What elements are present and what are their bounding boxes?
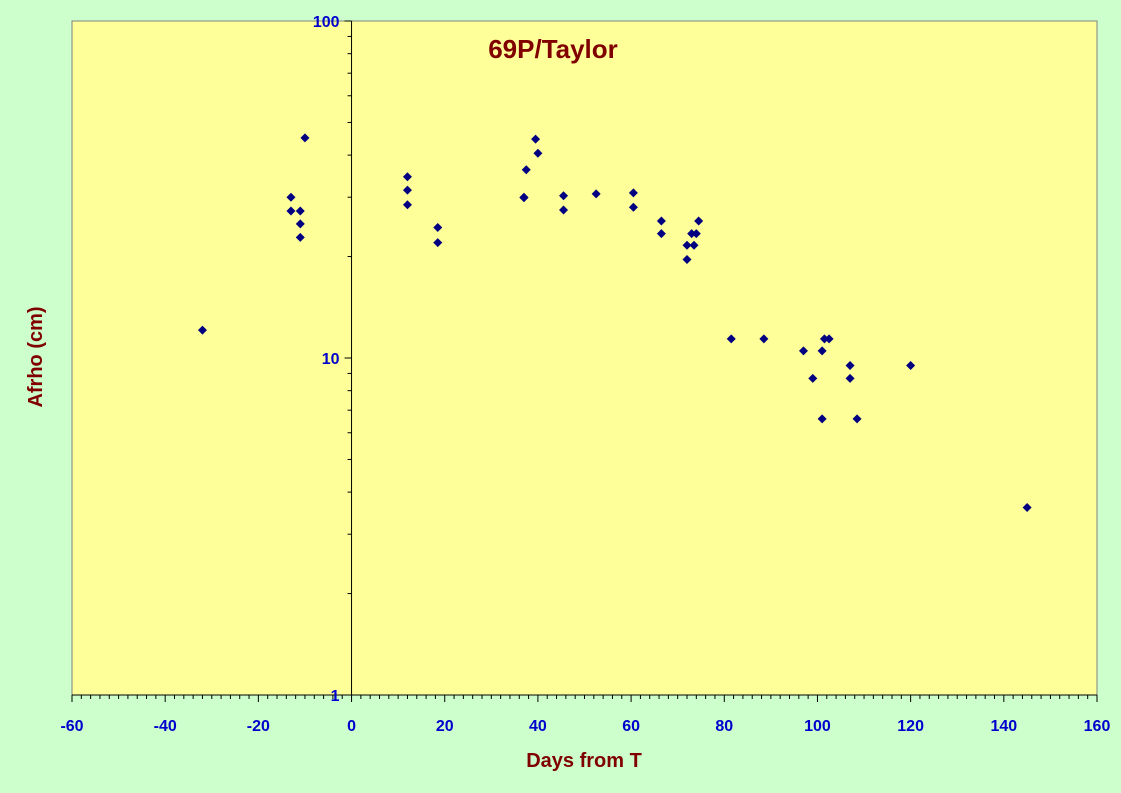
y-tick-label: 100 [313, 14, 340, 31]
x-tick-label: 120 [897, 718, 924, 735]
data-point [845, 373, 855, 383]
data-point [682, 240, 692, 250]
data-points [197, 133, 1032, 513]
data-point [433, 238, 443, 248]
data-point [824, 334, 834, 344]
data-point [1022, 503, 1032, 513]
data-point [402, 200, 412, 210]
plot-area [71, 20, 1098, 696]
data-point [628, 188, 638, 198]
data-point [286, 206, 296, 216]
y-tick-label: 1 [331, 688, 340, 705]
data-point [798, 346, 808, 356]
data-point [402, 185, 412, 195]
data-point [295, 206, 305, 216]
x-tick-label: 40 [529, 718, 547, 735]
x-tick-labels: -60 -40 -20 0 20 40 60 80 100 120 140 160 [60, 718, 1110, 735]
data-point [689, 240, 699, 250]
x-tick-label: 0 [347, 718, 356, 735]
data-point [286, 192, 296, 202]
x-tick-label: 140 [990, 718, 1017, 735]
data-point [559, 205, 569, 215]
x-tick-label: -20 [247, 718, 270, 735]
data-point [300, 133, 310, 143]
data-point [197, 325, 207, 335]
x-tick-label: 80 [715, 718, 733, 735]
x-axis-title: Days from T [526, 750, 642, 772]
data-point [759, 334, 769, 344]
data-point [295, 232, 305, 242]
data-point [533, 148, 543, 158]
data-point [628, 202, 638, 212]
x-tick-label: 160 [1084, 718, 1111, 735]
data-point [433, 222, 443, 232]
axes [71, 20, 1098, 702]
data-point [845, 361, 855, 371]
data-point [295, 219, 305, 229]
data-point [694, 216, 704, 226]
x-tick-label: 100 [804, 718, 831, 735]
data-point [691, 229, 701, 239]
y-axis-title: Afrho (cm) [25, 306, 47, 407]
data-point [682, 255, 692, 265]
data-point [817, 414, 827, 424]
data-point [906, 361, 916, 371]
y-tick-label: 10 [322, 351, 340, 368]
data-point [808, 373, 818, 383]
data-point [656, 229, 666, 239]
x-tick-label: 60 [622, 718, 640, 735]
data-point [559, 191, 569, 201]
data-point [531, 134, 541, 144]
y-tick-labels: 1 10 100 [313, 14, 340, 705]
data-point [817, 346, 827, 356]
data-point [591, 189, 601, 199]
data-point [521, 165, 531, 175]
data-point [852, 414, 862, 424]
data-point [656, 216, 666, 226]
data-point [519, 193, 529, 203]
x-tick-label: -40 [154, 718, 177, 735]
data-point [726, 334, 736, 344]
data-point [402, 172, 412, 182]
data-point [687, 229, 697, 239]
chart-title: 69P/Taylor [488, 34, 618, 64]
data-point [819, 334, 829, 344]
x-tick-label: -60 [60, 718, 83, 735]
x-tick-label: 20 [436, 718, 454, 735]
